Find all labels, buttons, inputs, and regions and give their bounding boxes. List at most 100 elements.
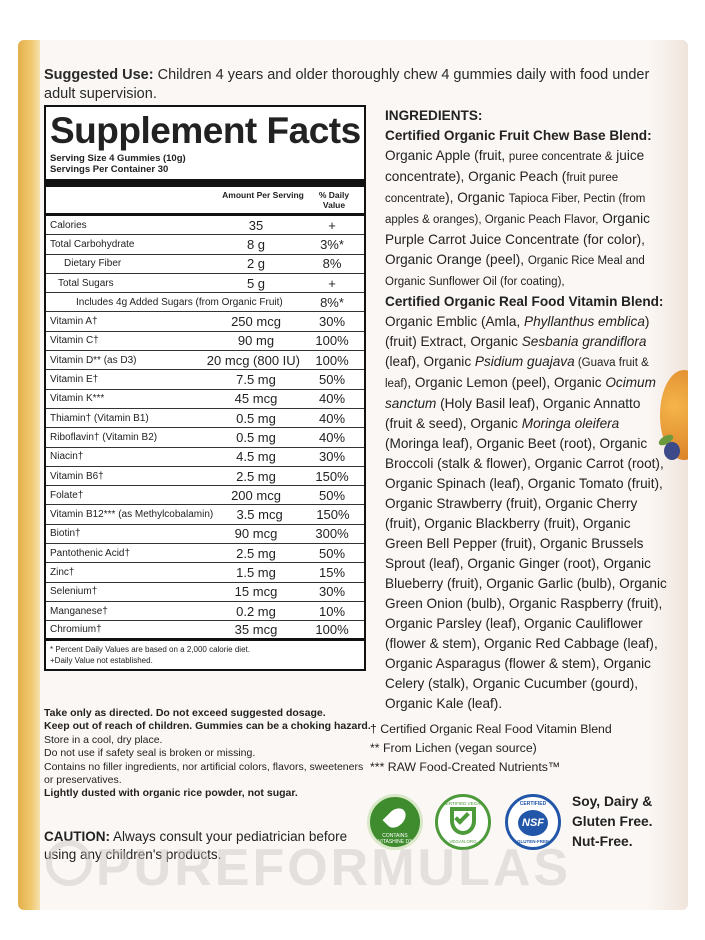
nsf-top-text: CERTIFIED: [519, 801, 547, 807]
nutrient-dv: 30%: [318, 449, 346, 465]
facts-row: Manganese† 0.2 mg 10%: [46, 602, 364, 622]
note-lichen: ** From Lichen (vegan source): [370, 741, 537, 755]
nutrient-name: Folate†: [50, 489, 84, 501]
ingredient-text: ) (fruit) Extract, Organic: [385, 314, 650, 349]
nutrient-dv: 150%: [315, 468, 349, 484]
leaf-icon: [382, 804, 410, 832]
suggested-use: Suggested Use: Children 4 years and olde…: [44, 66, 664, 104]
suggested-use-text: Children 4 years and older thoroughly ch…: [44, 67, 650, 102]
facts-row: Calories 35 +: [46, 216, 364, 236]
facts-row: Pantothenic Acid† 2.5 mg 50%: [46, 544, 364, 564]
daily-value-header: % Daily Value: [318, 190, 350, 210]
ingredient-text: (leaf), Organic: [385, 354, 475, 369]
nutrient-dv: 100%: [315, 352, 349, 368]
suggested-use-label: Suggested Use:: [44, 67, 154, 83]
ingredient-notes: † Certified Organic Real Food Vitamin Bl…: [370, 720, 670, 777]
nutrient-name: Vitamin K***: [50, 393, 105, 405]
facts-row: Vitamin K*** 45 mcg 40%: [46, 390, 364, 409]
ingredient-text: juice concentrate), Organic Peach (: [385, 148, 645, 184]
nutrient-dv: +: [328, 275, 336, 291]
nutrient-dv: 30%: [318, 584, 346, 600]
serving-size: Serving Size 4 Gummies (10g): [50, 153, 186, 164]
facts-row: Selenium† 15 mcg 30%: [46, 583, 364, 602]
nutrient-amount: 200 mcg: [231, 487, 281, 503]
nutrient-dv: 50%: [318, 372, 346, 388]
nutrient-dv: 300%: [315, 526, 349, 542]
warning-storage: Store in a cool, dry place.: [44, 733, 163, 746]
facts-column-headers: Amount Per Serving % Daily Value: [46, 187, 364, 216]
blend1-title: Certified Organic Fruit Chew Base Blend:: [385, 128, 652, 143]
facts-row: Dietary Fiber 2 g 8%: [46, 255, 364, 274]
nutrient-dv: +: [328, 217, 336, 233]
nutrient-name: Includes 4g Added Sugars (from Organic F…: [76, 296, 283, 308]
nutrient-dv: 50%: [318, 545, 346, 561]
facts-row: Total Sugars 5 g +: [46, 274, 364, 294]
nutrient-dv: 100%: [315, 333, 349, 349]
nutrient-dv: 8%: [322, 256, 342, 272]
nsf-mark: NSF: [518, 810, 548, 836]
warnings: Take only as directed. Do not exceed sug…: [44, 707, 374, 801]
ingredient-latin: Moringa oleifera: [521, 416, 620, 431]
nutrient-name: Total Carbohydrate: [50, 238, 135, 250]
ingredient-text: (Guava fruit & leaf): [385, 357, 649, 390]
ingredient-text: Organic Rice Meal and Organic Sunflower …: [385, 255, 645, 288]
nutrient-amount: 90 mcg: [234, 526, 278, 542]
nutrient-name: Pantothenic Acid†: [50, 547, 131, 559]
amount-per-serving-header: Amount Per Serving: [222, 190, 304, 200]
nutrient-amount: 0.5 mg: [236, 429, 276, 445]
nutrient-amount: 2.5 mg: [236, 545, 276, 561]
nutrient-amount: 15 mcg: [234, 584, 278, 600]
label-color-band: [18, 40, 40, 910]
vitamin-blend: Certified Organic Real Food Vitamin Blen…: [385, 292, 670, 714]
facts-row: Includes 4g Added Sugars (from Organic F…: [46, 293, 364, 313]
nutrient-name: Vitamin B12*** (as Methylcobalamin): [50, 509, 214, 521]
vegan-shield-icon: [450, 807, 476, 835]
facts-row: Vitamin E† 7.5 mg 50%: [46, 370, 364, 390]
nutrient-name: Dietary Fiber: [64, 258, 122, 270]
warning-children: Keep out of reach of children. Gummies c…: [44, 720, 371, 733]
facts-row: Biotin† 90 mcg 300%: [46, 525, 364, 545]
nutrient-amount: 3.5 mcg: [236, 507, 283, 523]
nutrient-name: Niacin†: [50, 451, 84, 463]
facts-row: Total Carbohydrate 8 g 3%*: [46, 235, 364, 255]
vegan-url: VEGAN.ORG: [449, 839, 477, 844]
allergen-line: Nut-Free.: [572, 834, 633, 849]
ingredient-text: Organic Purple Carrot Juice Concentrate …: [385, 211, 650, 267]
nutrient-name: Thiamin† (Vitamin B1): [50, 412, 149, 424]
nutrient-name: Calories: [50, 219, 87, 231]
supplement-facts-title: Supplement Facts: [50, 110, 361, 151]
ingredients: INGREDIENTS: Certified Organic Fruit Che…: [385, 106, 670, 714]
ingredient-text: , Organic Lemon (peel), Organic: [407, 375, 606, 390]
nutrient-amount: 2.5 mg: [236, 468, 276, 484]
ingredient-text: ), Organic: [445, 190, 509, 205]
ingredient-text: puree concentrate &: [508, 151, 613, 163]
nutrient-amount: 250 mcg: [231, 314, 281, 330]
nutrient-amount: 7.5 mg: [236, 372, 276, 388]
warning-fillers: Contains no filler ingredients, nor arti…: [44, 760, 364, 787]
nutrient-dv: 10%: [318, 603, 346, 619]
fruit-chew-blend: Certified Organic Fruit Chew Base Blend:…: [385, 126, 670, 292]
nutrient-amount: 0.2 mg: [236, 603, 276, 619]
nutrient-name: Riboflavin† (Vitamin B2): [50, 431, 158, 443]
watermark-logo-icon: [46, 840, 92, 886]
label-edge-shade: [648, 40, 688, 910]
ingredient-latin: Sesbania grandiflora: [521, 334, 647, 349]
nutrient-dv: 50%: [318, 487, 346, 503]
nutrient-dv: 8%*: [320, 294, 344, 310]
nutrient-amount: 20 mcg (800 IU): [206, 352, 300, 368]
nutrient-dv: 100%: [315, 621, 349, 637]
vegan-badge-icon: CERTIFIED VEGAN VEGAN.ORG: [435, 794, 491, 850]
nutrient-amount: 35 mcg: [234, 621, 278, 637]
nutrient-dv: 40%: [318, 410, 346, 426]
ingredient-latin: Ocimum sanctum: [385, 375, 656, 411]
thick-divider: [46, 179, 364, 187]
warning-seal: Do not use if safety seal is broken or m…: [44, 747, 256, 760]
ingredient-text: Organic Emblic (Amla,: [385, 314, 524, 329]
blend2-title: Certified Organic Real Food Vitamin Blen…: [385, 294, 664, 309]
nutrient-amount: 4.5 mg: [236, 449, 276, 465]
facts-row: Vitamin D** (as D3) 20 mcg (800 IU) 100%: [46, 351, 364, 371]
note-raw: *** RAW Food-Created Nutrients™: [370, 760, 561, 774]
facts-row: Vitamin B12*** (as Methylcobalamin) 3.5 m…: [46, 505, 364, 525]
nutrient-name: Selenium†: [50, 586, 98, 598]
nutrient-dv: 15%: [318, 564, 346, 580]
